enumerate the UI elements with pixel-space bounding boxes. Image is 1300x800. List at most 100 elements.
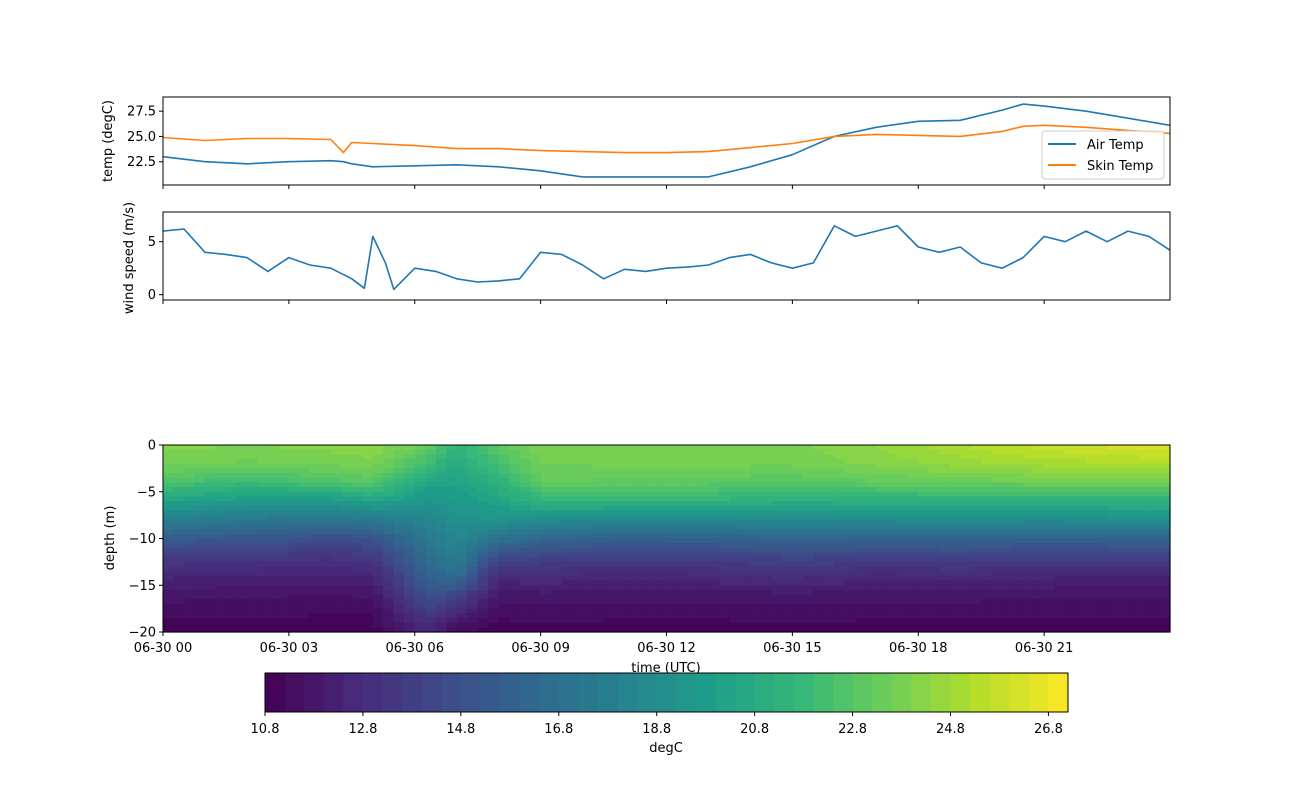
heatmap-cell	[718, 510, 731, 516]
heatmap-cell	[551, 608, 563, 614]
heatmap-cell	[708, 482, 720, 488]
heatmap-cell	[572, 566, 584, 572]
heatmap-cell	[372, 463, 384, 469]
heatmap-cell	[771, 515, 783, 521]
heatmap-cell	[257, 589, 269, 596]
heatmap-cell	[960, 552, 972, 558]
heatmap-cell	[1086, 561, 1098, 568]
heatmap-cell	[309, 445, 321, 451]
heatmap-cell	[1117, 552, 1129, 558]
heatmap-cell	[865, 622, 877, 628]
heatmap-cell	[1138, 566, 1150, 572]
colorbar-tick-label: 26.8	[1034, 722, 1063, 737]
heatmap-cell	[330, 543, 342, 549]
heatmap-cell	[341, 538, 353, 544]
heatmap-cell	[834, 496, 846, 502]
heatmap-cell	[530, 538, 542, 544]
heatmap-cell	[446, 477, 458, 483]
heatmap-cell	[886, 468, 898, 474]
heatmap-cell	[215, 622, 227, 628]
heatmap-cell	[572, 622, 584, 628]
heatmap-cell	[844, 617, 856, 624]
heatmap-cell	[309, 529, 321, 535]
heatmap-cell	[918, 459, 930, 465]
heatmap-cell	[907, 561, 919, 568]
heatmap-cell	[393, 617, 405, 624]
heatmap-cell	[1086, 552, 1098, 558]
heatmap-cell	[267, 445, 279, 451]
heatmap-cell	[225, 519, 238, 526]
heatmap-cell	[519, 552, 531, 558]
heatmap-cell	[928, 445, 940, 451]
heatmap-cell	[802, 585, 814, 591]
heatmap-cell	[551, 533, 563, 540]
heatmap-cell	[813, 613, 825, 619]
heatmap-cell	[257, 445, 269, 451]
heatmap-cell	[729, 491, 741, 498]
heatmap-cell	[1096, 477, 1108, 483]
heatmap-cell	[257, 613, 269, 619]
heatmap-cell	[886, 561, 898, 568]
heatmap-cell	[1023, 538, 1035, 544]
heatmap-cell	[1107, 557, 1119, 563]
heatmap-cell	[1012, 487, 1024, 493]
series-line-skin-temp	[163, 124, 1170, 154]
heatmap-cell	[1159, 524, 1171, 530]
heatmap-cell	[593, 515, 605, 521]
heatmap-cell	[907, 505, 919, 512]
heatmap-cell	[676, 571, 689, 577]
heatmap-cell	[288, 510, 300, 516]
heatmap-cell	[781, 449, 793, 455]
heatmap-cell	[204, 547, 217, 554]
heatmap-cell	[467, 580, 479, 586]
heatmap-cell	[666, 445, 678, 451]
heatmap-cell	[393, 547, 405, 554]
heatmap-cell	[949, 515, 961, 521]
heatmap-cell	[981, 459, 993, 465]
heatmap-cell	[687, 487, 699, 493]
heatmap-cell	[341, 473, 353, 479]
heatmap-cell	[1096, 617, 1108, 624]
heatmap-cell	[645, 575, 657, 582]
heatmap-cell	[645, 463, 657, 469]
heatmap-cell	[341, 552, 353, 558]
heatmap-cell	[246, 608, 259, 614]
heatmap-cell	[225, 547, 238, 554]
heatmap-cell	[939, 575, 951, 582]
heatmap-cell	[1086, 491, 1098, 498]
heatmap-cell	[1023, 585, 1035, 591]
heatmap-cell	[802, 571, 814, 577]
heatmap-cell	[918, 594, 930, 600]
heatmap-cell	[603, 449, 615, 455]
heatmap-cell	[362, 561, 374, 568]
heatmap-cell	[425, 599, 437, 605]
heatmap-cell	[939, 617, 951, 624]
heatmap-cell	[330, 622, 342, 628]
heatmap-cell	[949, 519, 961, 526]
heatmap-cell	[603, 454, 615, 460]
heatmap-cell	[1075, 594, 1087, 600]
heatmap-cell	[834, 571, 846, 577]
heatmap-cell	[656, 585, 668, 591]
heatmap-cell	[760, 473, 772, 479]
heatmap-cell	[246, 501, 259, 507]
heatmap-cell	[362, 599, 374, 605]
heatmap-cell	[823, 594, 835, 600]
heatmap-cell	[456, 580, 468, 586]
heatmap-cell	[257, 491, 269, 498]
heatmap-cell	[781, 589, 793, 596]
heatmap-cell	[697, 608, 710, 614]
heatmap-cell	[1044, 510, 1056, 516]
heatmap-cell	[687, 566, 699, 572]
heatmap-cell	[624, 473, 636, 479]
heatmap-cell	[970, 599, 982, 605]
heatmap-cell	[666, 552, 678, 558]
heatmap-cell	[960, 449, 972, 455]
heatmap-cell	[865, 599, 877, 605]
heatmap-cell	[393, 589, 405, 596]
heatmap-cell	[718, 603, 731, 610]
heatmap-cell	[645, 580, 657, 586]
heatmap-cell	[1117, 538, 1129, 544]
heatmap-cell	[708, 468, 720, 474]
heatmap-cell	[530, 627, 542, 633]
